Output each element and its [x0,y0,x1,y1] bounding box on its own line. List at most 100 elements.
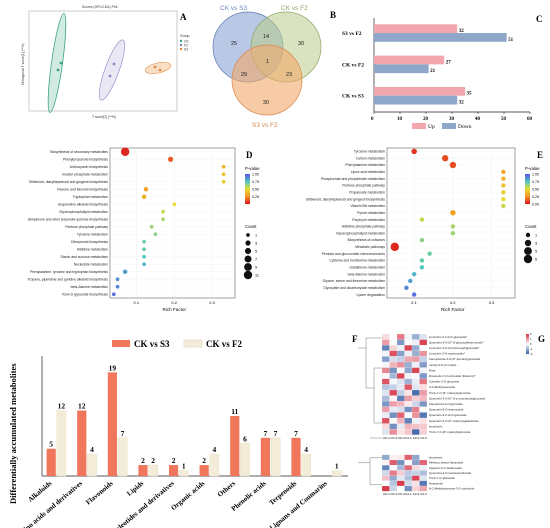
heatmap-col-label: F2-2 [413,436,420,440]
heatmap-cell [389,389,398,396]
legend-ck: CK [184,39,189,43]
heatmap-row-label: Hesperetin [429,481,443,485]
heatmap-cell [381,454,390,461]
heatmap-row-label: Kaempferide-3-O-(6''-Feruloyl)glucoside [429,357,481,361]
venn-circle-s3-f2 [231,44,303,116]
colorbar-segment [525,193,530,195]
heatmap-cell [419,356,428,363]
heatmap-row-label: Isoorientin [429,455,443,459]
heatmap-cell [389,406,398,413]
heatmap-cell [419,339,428,346]
colorbar-segment [525,186,530,188]
heatmap-cell [396,339,405,346]
scale-segment [526,340,529,342]
size-legend-dot [244,247,252,255]
heatmap-cell [396,333,405,340]
colorbar-segment [245,193,250,195]
colorbar-segment [525,184,530,186]
heatmap-cell [389,412,398,419]
colorbar-segment [525,192,530,194]
colorbar-segment [245,177,250,179]
pathway-label: beta-Alanine metabolism [348,272,385,276]
data-label: 1 [182,462,186,471]
heatmap-row-label: Quercetin-3-O-(6''-O-p-coumaroyl)glucosi… [429,396,486,400]
legend-f2-swatch [183,339,203,348]
venn-region-value: 23 [286,72,292,78]
heatmap-cell [381,412,390,419]
enrichment-point [120,147,130,156]
heatmap-cell [381,378,390,385]
heatmap-col-label: CK-2 [391,492,398,496]
bar-ck-vs-s3 [107,372,117,476]
heatmap-cell [396,361,405,368]
heatmap-cell [411,339,420,346]
heatmap-cell [411,345,420,351]
heatmap-row-label: Quercetin-3,4'-di-O-glucoside [429,413,467,417]
heatmap-cell [389,454,398,461]
venn-region-value: 30 [298,41,304,47]
x-tick-label: 0.1 [411,300,417,305]
heatmap-cell [396,378,405,385]
heatmap-cell [389,475,398,481]
data-label: 32 [459,100,465,105]
legend-title: Group [180,34,190,38]
heatmap-cell [419,459,428,466]
ck-ellipse [47,13,67,113]
colorbar-segment [245,196,250,198]
heatmap-cell [419,401,428,407]
heatmap-col-label: CK-1 [383,436,390,440]
enrichment-point [450,210,456,216]
heatmap-cell [396,384,405,391]
heatmap-cell [411,475,420,481]
heatmap-cell [389,423,398,430]
f2-ellipse [98,39,126,101]
scale-segment [526,336,529,338]
scale-segment [526,353,529,355]
x-tick-label: 0.1 [134,300,140,305]
heatmap-cell [381,465,390,471]
heatmap-cell [419,417,428,424]
pathway-label: Tryptophan metabolism [73,195,108,199]
colorbar-segment [525,185,530,187]
heatmap-row-label: Diosmetin-7-O-rutinoside (Diosmin)* [429,374,476,378]
venn-region-value: 1 [266,59,269,65]
heatmap-cell [404,412,413,419]
colorbar-segment [245,181,250,183]
venn-set-label: CK vs F2 [281,5,308,12]
scale-tick: 1 [530,337,532,341]
pathway-label: Pyrine metabolism [357,211,385,215]
heatmap-cell [419,367,428,374]
heatmap-cell [411,401,420,407]
colorbar-title: P-value [245,166,260,171]
heatmap-cell [419,454,428,461]
colorbar-tick: 0.50 [532,187,539,191]
pathway-label: Propanoate metabolism [349,191,385,195]
bar-up [374,86,465,96]
heatmap-cell [404,345,413,351]
colorbar-segment [245,180,250,182]
colorbar-segment [525,197,530,199]
pathway-label: Biosynthesis of secondary metabolites [50,150,108,154]
heatmap-row-label: Limocitrin-3-O-(6-rhamnosyl)glucoside* [429,346,480,350]
colorbar-segment [525,200,530,202]
pathway-label: Toxin D-glycoside biosynthesis [62,292,108,296]
heatmap-col-label: F2-3 [421,492,428,496]
colorbar-segment [245,184,250,186]
size-legend-title: Count [525,224,537,229]
heatmap-cell [411,429,420,435]
enrichment-point [161,209,165,214]
pathway-label: Lysine degradation [356,293,385,297]
heatmap-cell [396,465,405,471]
size-legend-dot [246,233,250,237]
plot-frame [386,147,516,299]
legend-f2-swatch [179,43,183,47]
pathway-label: Biosynthesis of cofactors [347,238,385,242]
heatmap-cell [411,395,420,402]
legend-up-label: Up [428,124,435,130]
colorbar-title: P-value [525,166,540,171]
heatmap-cell [419,429,428,435]
data-label: 51 [508,38,513,43]
panel-d: D 0.1 0.2 0.3 Rich Factor Biosynthesis of se… [0,140,275,320]
scale-segment [526,352,529,354]
legend-f2: F2 [184,43,188,47]
